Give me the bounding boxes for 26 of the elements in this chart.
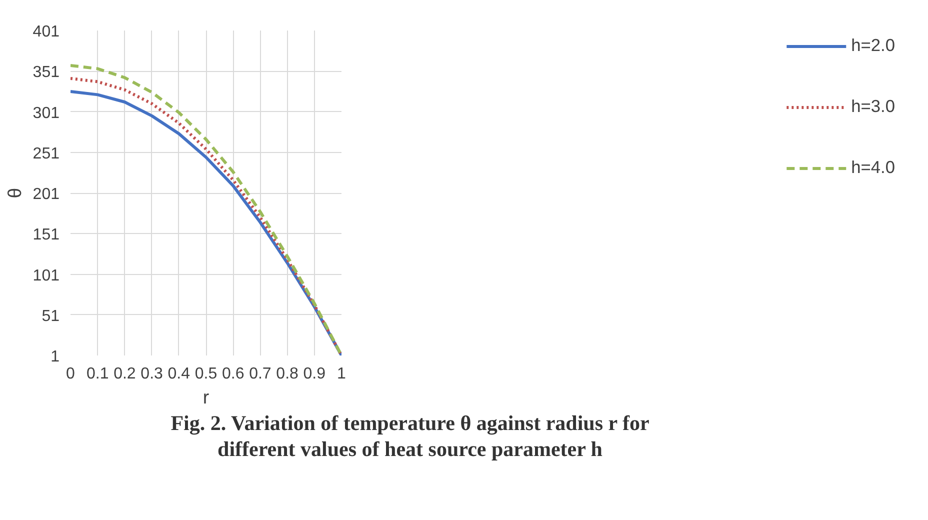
legend-label: h=3.0 [851,96,895,117]
y-tick-label: 351 [32,64,60,82]
y-tick-label: 401 [32,24,60,40]
x-tick-label: 0 [66,366,76,382]
x-tick-label: 0.9 [303,366,326,382]
text: Fig. 2. Variation of temperature θ against radius r for different values of heat source parameter h [170,410,650,462]
y-tick-label: 151 [32,226,60,244]
x-tick-label: 0.5 [194,366,218,382]
x-tick-label: 1 [337,366,346,382]
y-tick-label: 1 [50,348,60,366]
legend-label: h=4.0 [851,157,895,178]
x-tick-label: 0.4 [168,366,190,382]
legend-label: h=2.0 [851,35,895,56]
y-tick-label: 101 [32,267,60,284]
x-tick-label: 0.1 [86,366,109,382]
y-tick-label: 201 [32,186,60,203]
x-tick-label: 0.8 [276,366,299,382]
y-tick-label: 301 [32,104,60,122]
x-tick-label: 0.6 [222,366,244,382]
x-tick-label: 0.7 [249,366,272,382]
y-tick-label: 51 [42,308,60,325]
y-axis-title: θ [4,188,25,198]
x-tick-label: 0.2 [114,366,136,382]
y-tick-label: 251 [32,145,60,162]
x-tick-label: 0.3 [140,366,164,382]
x-axis-title: r [202,386,210,408]
